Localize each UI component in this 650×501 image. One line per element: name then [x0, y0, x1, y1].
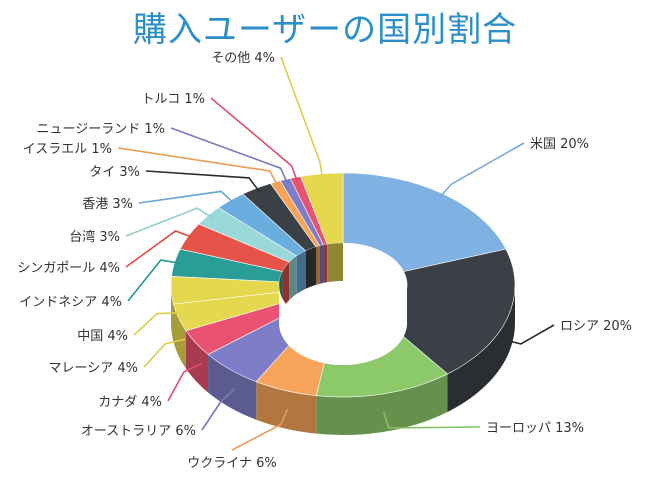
donut-hole-front [279, 285, 407, 365]
slice-label-5: オーストラリア 6% [81, 424, 196, 439]
donut-side-2 [447, 285, 515, 412]
leader-line-16 [210, 97, 299, 182]
leader-line-14 [117, 147, 279, 187]
donut-inner-wall-11 [289, 256, 297, 301]
leader-line-1 [438, 142, 525, 199]
leader-line-7 [143, 338, 186, 368]
leader-line-15 [170, 127, 289, 185]
slice-label-3: ヨーロッパ 13% [486, 421, 584, 436]
leader-line-8 [133, 312, 179, 336]
slice-label-10: シンガポール 4% [17, 261, 120, 276]
donut-inner-wall-13 [305, 246, 317, 289]
donut-side-3 [316, 373, 448, 436]
leader-line-9 [127, 259, 182, 302]
donut-slice-1 [342, 172, 507, 272]
slice-label-4: ウクライナ 6% [187, 456, 277, 471]
donut-inner-wall-14 [316, 245, 320, 285]
slice-label-6: カナダ 4% [98, 395, 162, 410]
donut-inner-wall-15 [319, 245, 324, 284]
slice-label-2: ロシア 20% [560, 319, 632, 334]
leader-line-13 [145, 170, 261, 193]
slice-label-17: その他 4% [211, 51, 275, 66]
slice-label-11: 台湾 3% [69, 229, 120, 245]
donut-side-6 [185, 330, 209, 393]
donut-inner-wall-17 [327, 243, 343, 283]
slice-label-1: 米国 20% [530, 137, 589, 152]
leader-line-12 [138, 190, 236, 205]
leader-line-6 [167, 362, 203, 402]
donut-side-7 [173, 304, 186, 369]
donut-inner-wall-16 [323, 244, 328, 284]
slice-label-7: マレーシア 4% [49, 361, 139, 376]
slice-label-15: ニュージーランド 1% [37, 122, 166, 137]
leader-line-17 [280, 56, 324, 179]
donut-side-4 [256, 381, 317, 434]
leader-line-11 [125, 207, 214, 237]
slice-label-12: 香港 3% [82, 197, 133, 212]
leader-line-2 [500, 324, 555, 345]
slice-label-9: インドネシア 4% [19, 295, 122, 310]
slice-label-13: タイ 3% [89, 165, 140, 180]
leader-line-10 [125, 230, 195, 268]
donut-side-5 [208, 354, 257, 420]
donut-slice-2 [381, 248, 516, 375]
leader-line-3 [382, 411, 481, 429]
donut-inner-wall-10 [282, 262, 290, 310]
donut-inner-wall-12 [296, 250, 306, 295]
slice-label-14: イスラエル 1% [23, 142, 112, 157]
slice-label-8: 中国 4% [77, 329, 128, 344]
leader-line-4 [231, 408, 289, 451]
slice-label-16: トルコ 1% [142, 92, 206, 107]
chart-title: 購入ユーザーの国別割合 [132, 10, 518, 50]
leader-line-5 [201, 388, 236, 431]
